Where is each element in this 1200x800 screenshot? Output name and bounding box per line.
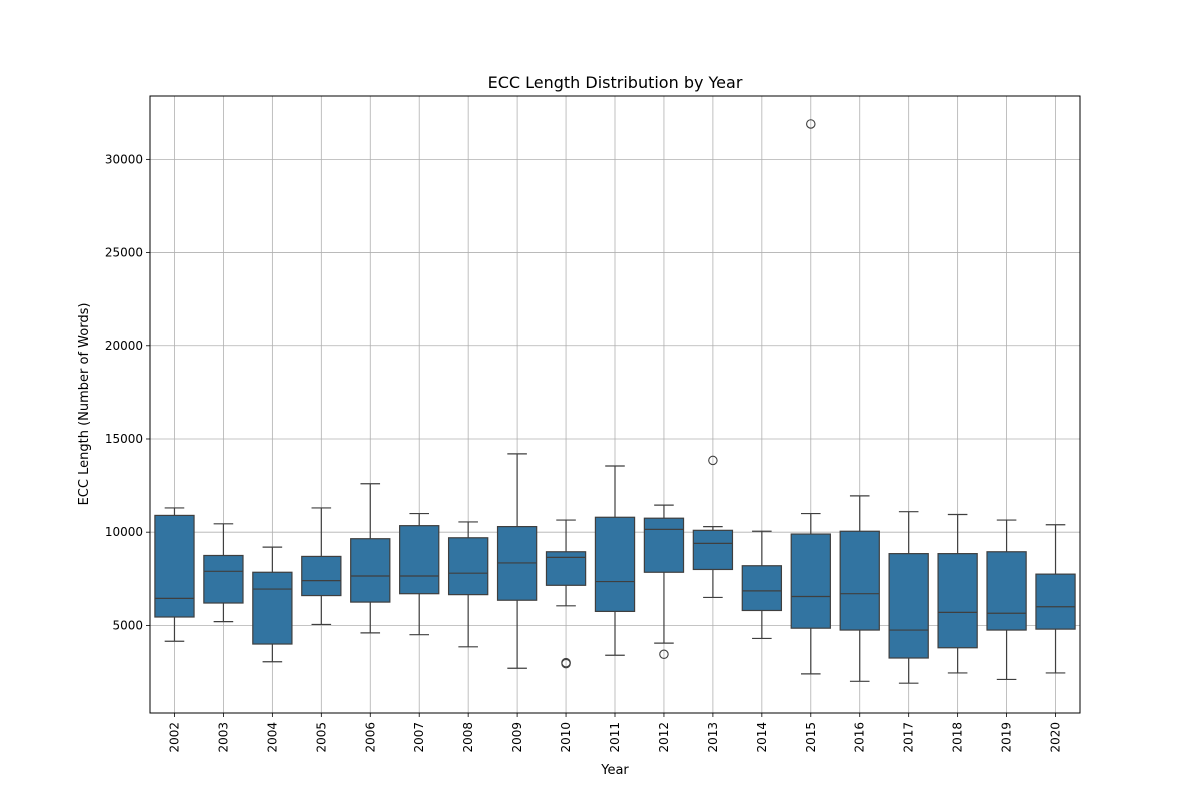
y-tick-label: 5000: [112, 618, 143, 632]
box-2017: [888, 511, 929, 684]
iqr-box: [692, 529, 734, 571]
iqr-box: [839, 530, 880, 631]
x-tick-label: 2015: [804, 722, 818, 753]
x-tick-label: 2009: [510, 722, 524, 753]
box-2016: [839, 495, 880, 682]
x-tick-label: 2005: [314, 722, 328, 753]
iqr-box: [301, 555, 342, 597]
outlier-point: [561, 658, 571, 669]
box-2010: [545, 519, 587, 669]
y-axis-label: ECC Length (Number of Words): [77, 303, 92, 506]
x-tick-label: 2016: [853, 722, 867, 753]
x-tick-label: 2002: [167, 722, 181, 753]
box-2013: [692, 455, 734, 599]
tick-layer: 5000 10000 15000 20000 25000 30000 2002 2003 200…: [105, 152, 1063, 752]
x-axis-label: Year: [600, 763, 629, 778]
x-tick-label: 2010: [559, 722, 573, 753]
iqr-box: [986, 551, 1027, 631]
box-2004: [252, 546, 293, 663]
x-tick-label: 2004: [265, 722, 279, 753]
iqr-box: [447, 537, 489, 596]
iqr-box: [154, 514, 195, 618]
y-tick-label: 25000: [105, 246, 143, 260]
y-tick-label: 30000: [105, 152, 143, 166]
x-tick-label: 2006: [363, 722, 377, 753]
x-tick-label: 2019: [1000, 722, 1014, 753]
box-2008: [447, 521, 489, 648]
iqr-box: [888, 553, 929, 659]
iqr-box: [790, 533, 831, 629]
y-tick-label: 20000: [105, 339, 143, 353]
chart-title: ECC Length Distribution by Year: [488, 73, 743, 92]
box-2009: [496, 453, 538, 669]
box-2002: [154, 507, 195, 642]
x-tick-label: 2012: [657, 722, 671, 753]
x-tick-label: 2008: [461, 722, 475, 753]
iqr-box: [937, 553, 978, 649]
x-tick-label: 2013: [706, 722, 720, 753]
box-layer: [154, 119, 1076, 684]
box-2007: [399, 512, 440, 636]
outlier-point: [806, 119, 816, 129]
x-tick-label: 2018: [951, 722, 965, 753]
y-tick-label: 15000: [105, 432, 143, 446]
box-2015: [790, 119, 831, 675]
box-2014: [741, 530, 783, 640]
box-2003: [203, 523, 244, 623]
iqr-box: [399, 525, 440, 595]
x-tick-label: 2011: [608, 722, 622, 753]
x-tick-label: 2003: [216, 722, 230, 753]
box-2011: [594, 465, 636, 656]
iqr-box: [203, 554, 244, 604]
y-tick-label: 10000: [105, 525, 143, 539]
box-2020: [1035, 524, 1076, 674]
outlier-point: [708, 455, 718, 466]
box-2012: [643, 504, 685, 660]
box-2018: [937, 513, 978, 674]
outlier-point: [659, 649, 669, 660]
iqr-box: [643, 517, 685, 573]
box-2005: [301, 507, 342, 626]
box-2006: [350, 483, 391, 634]
iqr-box: [594, 516, 636, 613]
iqr-box: [252, 571, 293, 645]
x-tick-label: 2007: [412, 722, 426, 753]
box-2019: [986, 519, 1027, 681]
x-tick-label: 2014: [755, 722, 769, 753]
iqr-box: [741, 565, 783, 612]
iqr-box: [1035, 573, 1076, 630]
iqr-box: [350, 538, 391, 603]
x-tick-label: 2017: [902, 722, 916, 753]
x-tick-label: 2020: [1049, 722, 1063, 753]
